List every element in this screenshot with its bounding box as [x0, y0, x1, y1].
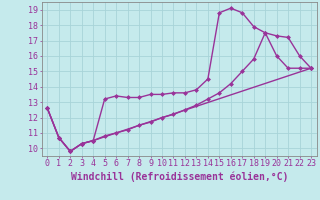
- X-axis label: Windchill (Refroidissement éolien,°C): Windchill (Refroidissement éolien,°C): [70, 171, 288, 182]
